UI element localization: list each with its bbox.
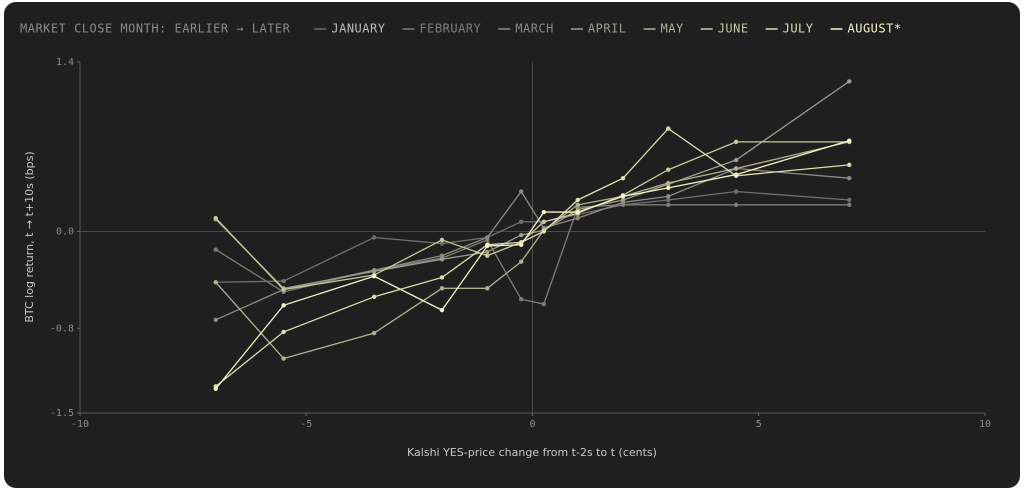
x-tick-label: 10	[979, 419, 991, 430]
point	[439, 307, 445, 313]
point	[666, 185, 671, 191]
series-line	[215, 190, 850, 283]
point	[847, 202, 852, 208]
point	[733, 172, 739, 177]
point	[541, 229, 547, 234]
legend-title: MARKET CLOSE MONTH: EARLIER → LATER	[20, 22, 291, 36]
point	[620, 197, 626, 203]
point	[847, 162, 852, 168]
point	[575, 215, 580, 221]
y-axis-label: BTC log return, t → t+10s (bps)	[23, 151, 36, 322]
point	[371, 269, 377, 274]
x-tick-label: 5	[756, 419, 762, 430]
point	[575, 202, 580, 208]
point	[213, 317, 218, 323]
point	[666, 202, 671, 208]
point	[281, 356, 286, 361]
x-tick-label: 0	[529, 419, 535, 430]
point	[439, 237, 445, 243]
x-tick-label: -5	[300, 419, 312, 430]
point	[733, 139, 739, 145]
point	[371, 330, 377, 336]
legend-label: JUNE	[718, 22, 749, 36]
legend-label: AUGUST*	[848, 22, 902, 36]
point	[213, 247, 218, 252]
point	[733, 202, 739, 208]
point	[541, 209, 547, 215]
series-line	[215, 140, 850, 390]
point	[847, 175, 852, 181]
point	[281, 329, 286, 335]
point	[485, 243, 490, 249]
x-tick-label: -10	[71, 419, 89, 430]
point	[620, 175, 626, 181]
point	[518, 259, 524, 264]
point	[439, 253, 445, 258]
point	[666, 194, 671, 199]
series-line	[215, 167, 850, 321]
point	[847, 79, 852, 84]
point	[847, 197, 852, 203]
point	[518, 242, 524, 247]
point	[575, 209, 580, 215]
point	[281, 278, 286, 284]
point	[541, 301, 547, 307]
point	[666, 180, 671, 186]
point	[439, 275, 445, 280]
point	[620, 194, 626, 199]
point	[281, 287, 286, 292]
legend-label: JANUARY	[331, 22, 385, 36]
point	[439, 241, 445, 246]
point	[518, 297, 524, 302]
point	[733, 166, 739, 171]
point	[439, 257, 445, 262]
point	[371, 274, 377, 279]
point	[281, 303, 286, 308]
legend-label: MAY	[661, 22, 684, 36]
point	[485, 286, 490, 291]
point	[666, 167, 671, 172]
point	[213, 386, 218, 391]
point	[733, 157, 739, 163]
series-line	[215, 141, 850, 291]
point	[485, 249, 490, 255]
x-axis-label: Kalshi YES-price change from t-2s to t (…	[407, 446, 657, 459]
point	[213, 280, 218, 285]
point	[213, 215, 218, 221]
point	[439, 286, 445, 291]
legend-label: APRIL	[588, 22, 627, 36]
point	[518, 232, 524, 238]
legend-label: JULY	[783, 22, 814, 36]
point	[733, 189, 739, 194]
y-tick-label: 0.0	[56, 226, 74, 237]
series-line	[215, 141, 850, 360]
y-tick-label: 1.4	[56, 57, 74, 68]
y-tick-label: -0.8	[50, 323, 74, 334]
point	[666, 126, 671, 131]
point	[371, 294, 377, 300]
point	[666, 197, 671, 203]
point	[518, 189, 524, 194]
point	[847, 138, 852, 143]
legend-label: FEBRUARY	[419, 22, 481, 36]
point	[371, 235, 377, 240]
point	[485, 253, 490, 258]
point	[575, 197, 580, 203]
point	[485, 235, 490, 240]
point	[518, 219, 524, 224]
series-line	[215, 127, 850, 387]
y-tick-label: -1.5	[50, 408, 74, 419]
point	[541, 219, 547, 224]
legend-label: MARCH	[515, 22, 554, 36]
